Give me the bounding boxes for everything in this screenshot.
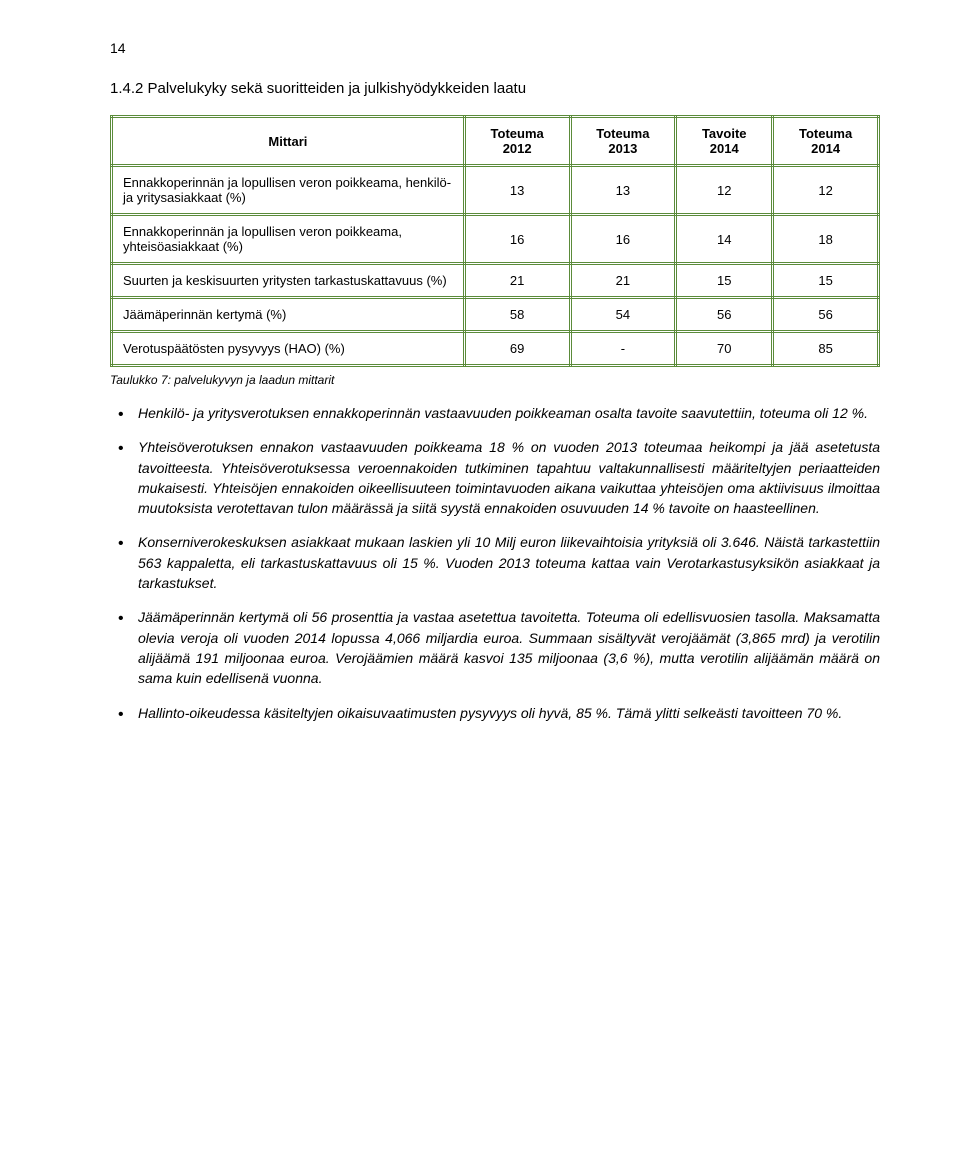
row-value: 12 bbox=[773, 166, 879, 215]
col-header-toteuma-2014: Toteuma 2014 bbox=[773, 117, 879, 166]
row-value: 21 bbox=[570, 264, 676, 298]
list-item: Yhteisöverotuksen ennakon vastaavuuden p… bbox=[138, 437, 880, 518]
list-item: Henkilö- ja yritysverotuksen ennakkoperi… bbox=[138, 403, 880, 423]
row-label: Ennakkoperinnän ja lopullisen veron poik… bbox=[112, 215, 465, 264]
table-row: Suurten ja keskisuurten yritysten tarkas… bbox=[112, 264, 879, 298]
row-value: 15 bbox=[773, 264, 879, 298]
table-row: Jäämäperinnän kertymä (%) 58 54 56 56 bbox=[112, 298, 879, 332]
row-value: 12 bbox=[676, 166, 773, 215]
row-value: 21 bbox=[464, 264, 570, 298]
row-value: 18 bbox=[773, 215, 879, 264]
row-label: Jäämäperinnän kertymä (%) bbox=[112, 298, 465, 332]
row-value: 70 bbox=[676, 332, 773, 366]
bullet-list: Henkilö- ja yritysverotuksen ennakkoperi… bbox=[110, 403, 880, 723]
col-header-mittari: Mittari bbox=[112, 117, 465, 166]
row-value: 56 bbox=[773, 298, 879, 332]
row-value: 56 bbox=[676, 298, 773, 332]
table-row: Ennakkoperinnän ja lopullisen veron poik… bbox=[112, 166, 879, 215]
row-value: 16 bbox=[464, 215, 570, 264]
list-item: Hallinto-oikeudessa käsiteltyjen oikaisu… bbox=[138, 703, 880, 723]
table-row: Ennakkoperinnän ja lopullisen veron poik… bbox=[112, 215, 879, 264]
table-caption: Taulukko 7: palvelukyvyn ja laadun mitta… bbox=[110, 373, 880, 387]
row-value: 58 bbox=[464, 298, 570, 332]
metrics-table: Mittari Toteuma 2012 Toteuma 2013 Tavoit… bbox=[110, 115, 880, 367]
row-value: 69 bbox=[464, 332, 570, 366]
row-label: Ennakkoperinnän ja lopullisen veron poik… bbox=[112, 166, 465, 215]
row-label: Suurten ja keskisuurten yritysten tarkas… bbox=[112, 264, 465, 298]
row-value: 15 bbox=[676, 264, 773, 298]
table-body: Ennakkoperinnän ja lopullisen veron poik… bbox=[112, 166, 879, 366]
row-value: 85 bbox=[773, 332, 879, 366]
row-value: 14 bbox=[676, 215, 773, 264]
col-header-tavoite-2014: Tavoite 2014 bbox=[676, 117, 773, 166]
col-header-toteuma-2012: Toteuma 2012 bbox=[464, 117, 570, 166]
row-value: 16 bbox=[570, 215, 676, 264]
row-value: 54 bbox=[570, 298, 676, 332]
section-heading: 1.4.2 Palvelukyky sekä suoritteiden ja j… bbox=[110, 80, 880, 97]
row-value: 13 bbox=[570, 166, 676, 215]
page-number: 14 bbox=[110, 40, 880, 56]
table-header-row: Mittari Toteuma 2012 Toteuma 2013 Tavoit… bbox=[112, 117, 879, 166]
row-label: Verotuspäätösten pysyvyys (HAO) (%) bbox=[112, 332, 465, 366]
col-header-toteuma-2013: Toteuma 2013 bbox=[570, 117, 676, 166]
row-value: - bbox=[570, 332, 676, 366]
list-item: Konserniverokeskuksen asiakkaat mukaan l… bbox=[138, 532, 880, 593]
list-item: Jäämäperinnän kertymä oli 56 prosenttia … bbox=[138, 607, 880, 688]
table-row: Verotuspäätösten pysyvyys (HAO) (%) 69 -… bbox=[112, 332, 879, 366]
row-value: 13 bbox=[464, 166, 570, 215]
